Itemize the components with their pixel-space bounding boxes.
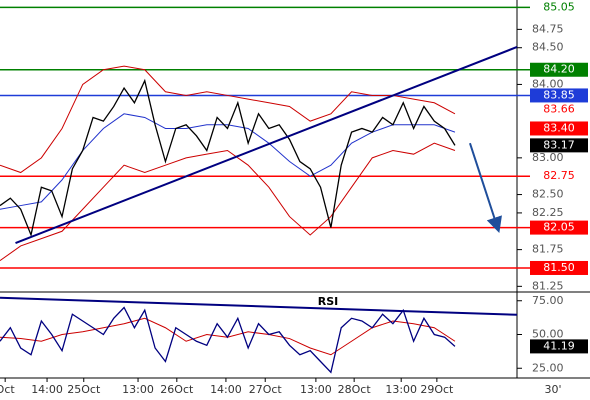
- timeframe: 30': [544, 383, 561, 396]
- level-box: [530, 121, 588, 136]
- series-line: [0, 78, 456, 238]
- y-tick-label: 82.50: [532, 188, 564, 201]
- x-tick-label: 14:00: [31, 383, 63, 396]
- y-tick-label: 50.00: [532, 328, 564, 341]
- x-tick-label: 26Oct: [160, 383, 194, 396]
- trend-line: [0, 296, 518, 316]
- level-label: 83.85: [543, 88, 575, 101]
- x-tick-label: 13:00: [385, 383, 417, 396]
- y-tick-label: 81.25: [532, 279, 564, 292]
- y-tick-label: 75.00: [532, 294, 564, 307]
- last-value-box: [530, 339, 588, 354]
- arrow: [469, 142, 502, 233]
- series-line: [0, 65, 456, 174]
- x-tick-label: 25Oct: [67, 383, 101, 396]
- x-tick-label: 27Oct: [249, 383, 283, 396]
- y-tick-label: 82.25: [532, 206, 564, 219]
- series-line: [0, 142, 456, 262]
- level-box: [530, 62, 588, 77]
- x-tick-label: 13:00: [300, 383, 332, 396]
- panel-title: RSI: [318, 295, 339, 308]
- x-tick-label: Oct: [0, 383, 15, 396]
- level-label: 82.05: [543, 221, 575, 234]
- level-label: 81.50: [543, 261, 575, 274]
- y-tick-label: 25.00: [532, 361, 564, 374]
- level-label: 83.40: [543, 121, 575, 134]
- y-tick-label: 84.00: [532, 77, 564, 90]
- y-tick-label: 84.50: [532, 41, 564, 54]
- x-tick-label: 14:00: [210, 383, 242, 396]
- y-tick-label: 81.75: [532, 243, 564, 256]
- level-label: 82.75: [543, 169, 575, 182]
- y-tick-label: 84.75: [532, 22, 564, 35]
- series-line: [0, 306, 456, 374]
- last-value-label: 41.19: [543, 339, 575, 352]
- level-label: 83.66: [543, 102, 575, 115]
- last-value-box: [530, 138, 588, 153]
- level-label: 85.05: [543, 0, 575, 13]
- x-tick-label: 29Oct: [420, 383, 454, 396]
- level-box: [530, 220, 588, 235]
- trend-line: [15, 46, 518, 244]
- y-tick-label: 83.00: [532, 151, 564, 164]
- level-box: [530, 88, 588, 103]
- x-tick-label: 13:00: [122, 383, 154, 396]
- level-box: [530, 260, 588, 275]
- x-tick-label: 28Oct: [338, 383, 372, 396]
- series-line: [0, 113, 456, 210]
- last-value-label: 83.17: [543, 138, 575, 151]
- level-label: 84.20: [543, 63, 575, 76]
